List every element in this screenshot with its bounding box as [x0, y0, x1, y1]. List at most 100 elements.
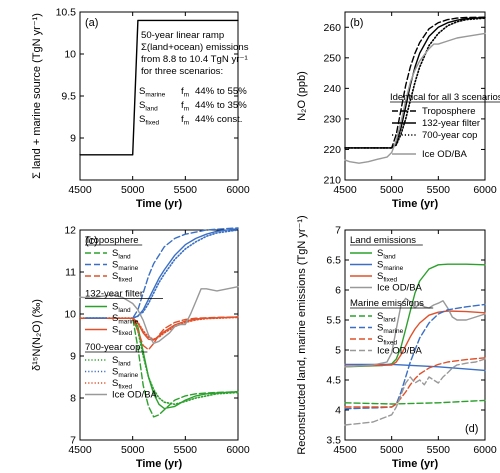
panel-b-xtick-label: 5500 — [427, 184, 451, 196]
panel-d-ytick-label: 5.5 — [326, 315, 341, 327]
panel-a-xtick-label: 5000 — [121, 184, 145, 196]
panel-c-legend-label: Smarine — [112, 260, 139, 273]
panel-a-fraction-symbol: fm — [181, 86, 189, 99]
panel-c-ytick-label: 7 — [70, 435, 76, 447]
panel-c-legend-label: Sfixed — [112, 325, 132, 338]
panel-a-annotation-line: Σ(land+ocean) emissions — [141, 42, 249, 53]
panel-d-xtick-label: 6000 — [473, 444, 497, 456]
panel-a-fraction-value: 44% to 35% — [195, 100, 247, 111]
panel-a-ytick-label: 10.5 — [56, 7, 77, 19]
panel-c-ytick-label: 12 — [64, 225, 76, 237]
panel-d-ytick-label: 6 — [335, 285, 341, 297]
panel-a-scenario-name: Smarine — [139, 86, 166, 99]
panel-c-series-marine-solid-line — [79, 227, 239, 319]
panel-d-legend-label: Sfixed — [377, 334, 397, 347]
panel-c-frame — [79, 229, 239, 441]
panel-c-ytick-label: 9 — [70, 351, 76, 363]
panel-c-legend-label: Sland — [112, 355, 131, 368]
panel-d-ytick-label: 4.5 — [326, 375, 341, 387]
panel-d-series-marine-solid-line — [344, 363, 486, 372]
panel-d-ytick-label: 6.5 — [326, 255, 341, 267]
panel-b-series-700-year-cop-line — [344, 17, 486, 149]
panel-d-legend-label: Sland — [377, 311, 396, 324]
panel-c-series-ice-solid-gray-line — [79, 286, 239, 345]
panel-c-xlabel: Time (yr) — [136, 458, 183, 470]
panel-c-legend-label: Smarine — [112, 313, 139, 326]
panel-d-legend-label: Sland — [377, 248, 396, 261]
panel-c-legend-label: Sland — [112, 302, 131, 315]
panel-b-ylabel: N₂O (ppb) — [296, 71, 308, 121]
panel-d-xtick-label: 5000 — [380, 444, 404, 456]
panel-b-series-troposphere-line — [344, 16, 486, 149]
panel-d-series-land-solid-line — [344, 263, 486, 368]
panel-d-series-fixed-dashed-line — [344, 357, 486, 408]
panel-b-legend-label: 132-year filter — [422, 118, 480, 129]
panel-b-ytick-label: 260 — [323, 22, 341, 34]
panel-b-ytick-label: 230 — [323, 113, 341, 125]
panel-a-annotation-line: 50-year linear ramp — [141, 30, 224, 41]
panel-b-xtick-label: 6000 — [473, 184, 497, 196]
panel-c-legend-group-title: 700-year cop — [85, 342, 140, 353]
panel-d-legend-group-title: Marine emissions — [350, 298, 424, 309]
panel-a-scenario-name: Sfixed — [139, 114, 160, 127]
panel-c-legend-label: Sfixed — [112, 378, 132, 391]
panel-a-xtick-label: 5500 — [174, 184, 198, 196]
panel-d-legend-label: Sfixed — [377, 271, 397, 284]
panel-a-ytick-label: 9.5 — [61, 91, 76, 103]
panel-c-ytick-label: 8 — [70, 393, 76, 405]
panel-c-series-land-solid-line — [79, 317, 239, 410]
panel-b-legend-label: Troposphere — [422, 106, 476, 117]
panel-d-ytick-label: 3.5 — [326, 435, 341, 447]
panel-a-annotation-line: for three scenarios: — [141, 66, 223, 77]
panel-b-ytick-label: 250 — [323, 52, 341, 64]
panel-a-fraction-value: 44% to 55% — [195, 86, 247, 97]
panel-d-ytick-label: 4 — [335, 405, 341, 417]
panel-a-series-black-solid-line — [79, 19, 239, 156]
panel-c-series-marine-dashed-line — [79, 227, 239, 319]
panel-d-ylabel: Reconstructed land, marine emissions (Tg… — [296, 215, 308, 454]
panel-b-label: (b) — [350, 17, 363, 29]
panel-a-fraction-value: 44% const. — [195, 114, 242, 125]
panel-a-ytick-label: 10 — [64, 49, 76, 61]
panel-c-xtick-label: 5500 — [174, 444, 198, 456]
panel-c-ytick-label: 10 — [64, 309, 76, 321]
panel-d-series-ice-dashed-gray-line — [344, 358, 486, 426]
panel-b-frame — [344, 11, 486, 181]
panel-c-series-fixed-dotted-line — [79, 316, 239, 341]
panel-d-label: (d) — [465, 423, 478, 435]
panel-c-legend-label: Ice OD/BA — [112, 390, 158, 401]
panel-d-legend-group-title: Land emissions — [350, 235, 416, 246]
panel-a-scenario-name: Sland — [139, 100, 158, 113]
panel-d-xtick-label: 5500 — [427, 444, 451, 456]
panel-b-series-132-year-filter-line — [344, 16, 486, 149]
panel-c-series-land-dashed-line — [79, 317, 239, 418]
panel-d-ytick-label: 7 — [335, 225, 341, 237]
panel-c-xtick-label: 6000 — [226, 444, 250, 456]
panel-b-xlabel: Time (yr) — [392, 198, 439, 210]
panel-c-xtick-label: 4500 — [68, 444, 92, 456]
panel-d-series-fixed-solid-line — [344, 310, 486, 367]
panel-b-ytick-label: 220 — [323, 144, 341, 156]
panel-c-legend-label: Smarine — [112, 367, 139, 380]
panel-b-legend-label: Ice OD/BA — [422, 149, 468, 160]
panel-d-legend-label: Smarine — [377, 323, 404, 336]
panel-a-xtick-label: 4500 — [68, 184, 92, 196]
panel-d-frame — [344, 229, 486, 441]
panel-a-fraction-symbol: fm — [181, 114, 189, 127]
panel-c-series-marine-dotted-line — [79, 229, 239, 320]
panel-c-series-land-dotted-line — [79, 317, 239, 406]
panel-c-xtick-label: 5000 — [121, 444, 145, 456]
panel-d-legend-label: Ice OD/BA — [377, 346, 423, 357]
panel-a-ytick-label: 9 — [70, 133, 76, 145]
panel-a-xtick-label: 6000 — [226, 184, 250, 196]
panel-c-legend-label: Sland — [112, 248, 131, 261]
panel-d-legend-label: Smarine — [377, 260, 404, 273]
panel-a-annotation-line: from 8.8 to 10.4 TgN yr⁻¹ — [141, 54, 248, 65]
panel-b-legend-title: Identical for all 3 scenarios — [390, 92, 500, 103]
panel-d-series-ice-solid-gray-line — [344, 297, 486, 368]
panel-a-label: (a) — [85, 17, 98, 29]
panel-b-xtick-label: 5000 — [380, 184, 404, 196]
panel-c-ytick-label: 11 — [65, 267, 76, 279]
panel-d-ytick-label: 5 — [335, 345, 341, 357]
